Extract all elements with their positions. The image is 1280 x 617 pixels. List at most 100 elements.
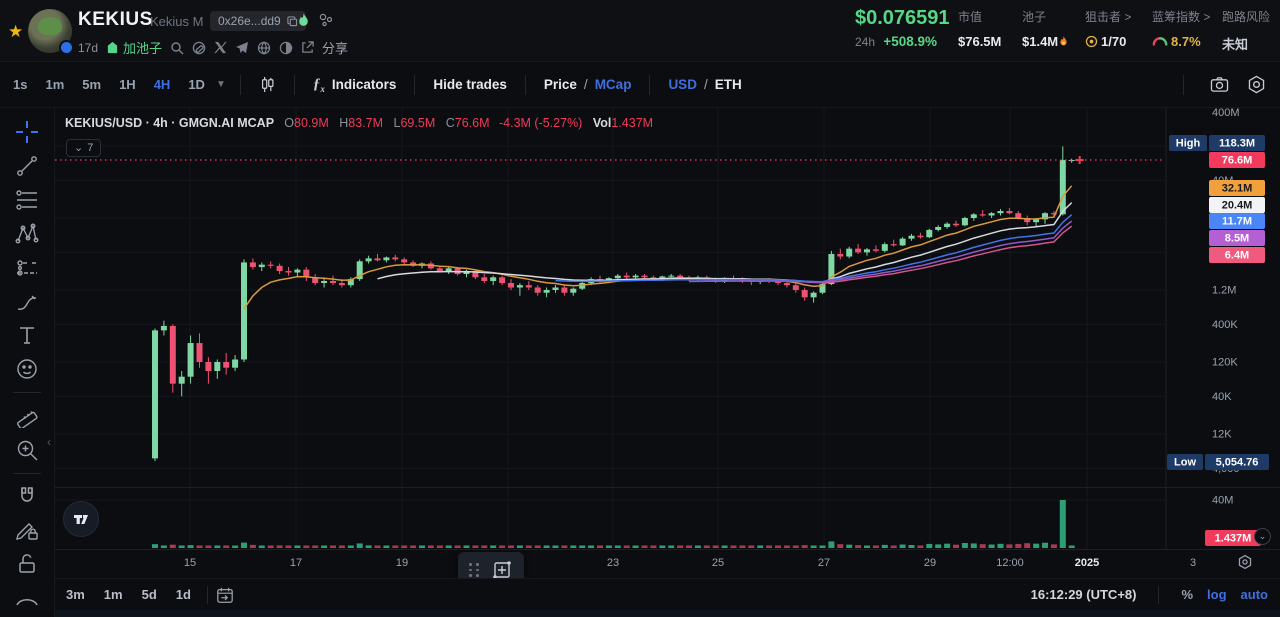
trend-line-tool-icon[interactable] (9, 149, 45, 183)
copy-icon[interactable] (287, 15, 298, 27)
svg-text:118.3M: 118.3M (1219, 138, 1255, 150)
contract-address[interactable]: 0x26e...dd9 (210, 11, 306, 31)
time-axis-settings-gear-icon[interactable] (1237, 554, 1253, 575)
bubblemap-icon[interactable] (318, 12, 334, 28)
log-scale-button[interactable]: log (1207, 587, 1227, 602)
svg-text:29: 29 (924, 557, 936, 569)
svg-text:400K: 400K (1212, 319, 1238, 331)
timeframe-5m[interactable]: 5m (82, 77, 102, 92)
external-link-icon[interactable] (301, 41, 314, 54)
percent-scale-button[interactable]: % (1181, 587, 1194, 602)
svg-text:11.7M: 11.7M (1222, 216, 1252, 228)
token-age: 17d (78, 40, 99, 55)
token-symbol: KEKIUS (78, 9, 153, 30)
price-mcap-toggle[interactable]: Price / MCap (543, 77, 632, 92)
chart-settings-gear-icon[interactable] (1247, 75, 1266, 94)
stat-rug-risk: 跑路风险 未知 (1222, 10, 1271, 52)
sniper-target-icon (1085, 35, 1098, 48)
share-link[interactable]: 分享 (322, 41, 349, 56)
indicators-button[interactable]: ƒx Indicators (312, 75, 397, 94)
stat-pool: 池子 $1.4M (1022, 8, 1069, 49)
svg-text:2025: 2025 (1075, 557, 1099, 569)
svg-text:40M: 40M (1212, 495, 1233, 507)
timeframe-1s[interactable]: 1s (13, 77, 28, 92)
indicator-count: 7 (87, 141, 94, 154)
long-position-tool-icon[interactable] (9, 251, 45, 285)
auto-scale-button[interactable]: auto (1240, 587, 1268, 602)
chart-area: 400M40M1.2M400K120K40K12K4,00040M1517192… (47, 108, 1280, 588)
zoom-in-tool-icon[interactable] (9, 433, 45, 467)
range-5d[interactable]: 5d (141, 587, 157, 602)
svg-text:12:00: 12:00 (996, 557, 1024, 569)
telegram-icon[interactable] (235, 41, 249, 55)
maximize-pane-icon[interactable] (491, 559, 513, 581)
brush-tool-icon[interactable] (9, 285, 45, 319)
token-avatar (28, 9, 74, 55)
chart-toolbar: 1s 1m 5m 1H 4H 1D ▼ ƒx Indicators Hide t… (0, 62, 1280, 108)
candle-style-button[interactable] (249, 72, 286, 97)
unlock-tool-icon[interactable] (9, 547, 45, 581)
svg-text:12K: 12K (1212, 429, 1232, 441)
emoji-tool-icon[interactable] (9, 352, 45, 386)
usd-eth-toggle[interactable]: USD / ETH (668, 77, 742, 92)
timeframe-4h[interactable]: 4H (153, 77, 171, 92)
measure-ruler-tool-icon[interactable] (9, 399, 45, 433)
sidebar-collapse-handle[interactable]: ‹ (47, 435, 51, 449)
lock-drawings-tool-icon[interactable] (9, 514, 45, 548)
svg-text:1.437M: 1.437M (1215, 533, 1252, 545)
clock-timezone[interactable]: 16:12:29 (UTC+8) (1030, 587, 1137, 602)
range-1m[interactable]: 1m (103, 587, 123, 602)
indicators-collapse-button[interactable]: ⌄ 7 (66, 139, 102, 157)
x-twitter-icon[interactable] (214, 41, 227, 54)
svg-text:25: 25 (712, 557, 724, 569)
add-pool-link[interactable]: 加池子 (106, 38, 162, 57)
svg-text:120K: 120K (1212, 357, 1238, 369)
timeframe-1d[interactable]: 1D (188, 77, 205, 92)
xabcd-pattern-tool-icon[interactable] (9, 217, 45, 251)
tradingview-logo[interactable] (63, 501, 99, 537)
stat-sniper[interactable]: 狙击者 > 1/70 (1085, 10, 1132, 49)
fib-retracement-tool-icon[interactable] (9, 183, 45, 217)
bottom-toolbar: 3m 1m 5d 1d 16:12:29 (UTC+8) % log auto (55, 578, 1280, 610)
token-links-row: 17d 加池子 (78, 38, 348, 57)
token-stats: $0.076591 24h +508.9% 市值 $76.5M 池子 $1.4M… (853, 0, 1280, 62)
dextools-icon[interactable] (279, 41, 293, 55)
price-scale-collapse-icon[interactable]: ⌄ (1254, 528, 1271, 545)
flame-icon (296, 12, 311, 29)
fx-icon: ƒx (312, 75, 325, 94)
pump-icon[interactable] (192, 41, 206, 55)
website-globe-icon[interactable] (257, 41, 271, 55)
svg-text:3: 3 (1190, 557, 1196, 569)
pool-icon (107, 41, 118, 54)
stat-mcap: 市值 $76.5M (958, 10, 1002, 49)
drag-handle-icon[interactable] (469, 563, 480, 577)
svg-text:23: 23 (607, 557, 619, 569)
chart-pair-title[interactable]: KEKIUS/USD · 4h · GMGN.AI MCAP (65, 116, 274, 130)
hide-drawings-eye-icon[interactable] (9, 583, 45, 617)
svg-text:400M: 400M (1212, 108, 1240, 119)
crosshair-tool-icon[interactable] (9, 116, 45, 150)
timeframe-1m[interactable]: 1m (45, 77, 65, 92)
range-1d[interactable]: 1d (175, 587, 191, 602)
svg-text:40K: 40K (1212, 391, 1232, 403)
chain-badge-icon (59, 40, 74, 55)
text-tool-icon[interactable] (9, 318, 45, 352)
magnet-tool-icon[interactable] (9, 480, 45, 514)
search-icon[interactable] (170, 41, 184, 55)
svg-text:27: 27 (818, 557, 830, 569)
timeframe-dropdown-icon[interactable]: ▼ (215, 79, 226, 90)
range-3m[interactable]: 3m (66, 587, 85, 602)
screenshot-camera-icon[interactable] (1210, 76, 1229, 93)
go-to-date-icon[interactable] (216, 586, 234, 604)
timeframe-1h[interactable]: 1H (119, 77, 136, 92)
gauge-icon (1152, 37, 1168, 46)
chart-canvas[interactable]: 400M40M1.2M400K120K40K12K4,00040M1517192… (55, 108, 1280, 578)
token-name: Kekius M (150, 14, 204, 29)
stat-bluechip[interactable]: 蓝筹指数 > 8.7% (1152, 10, 1211, 49)
favorite-star-icon[interactable]: ★ (8, 22, 24, 41)
hide-trades-button[interactable]: Hide trades (433, 77, 507, 92)
svg-text:Low: Low (1174, 457, 1196, 469)
fire-icon (1060, 36, 1067, 46)
svg-text:5,054.76: 5,054.76 (1216, 457, 1259, 469)
drawing-tools-sidebar (0, 108, 55, 617)
